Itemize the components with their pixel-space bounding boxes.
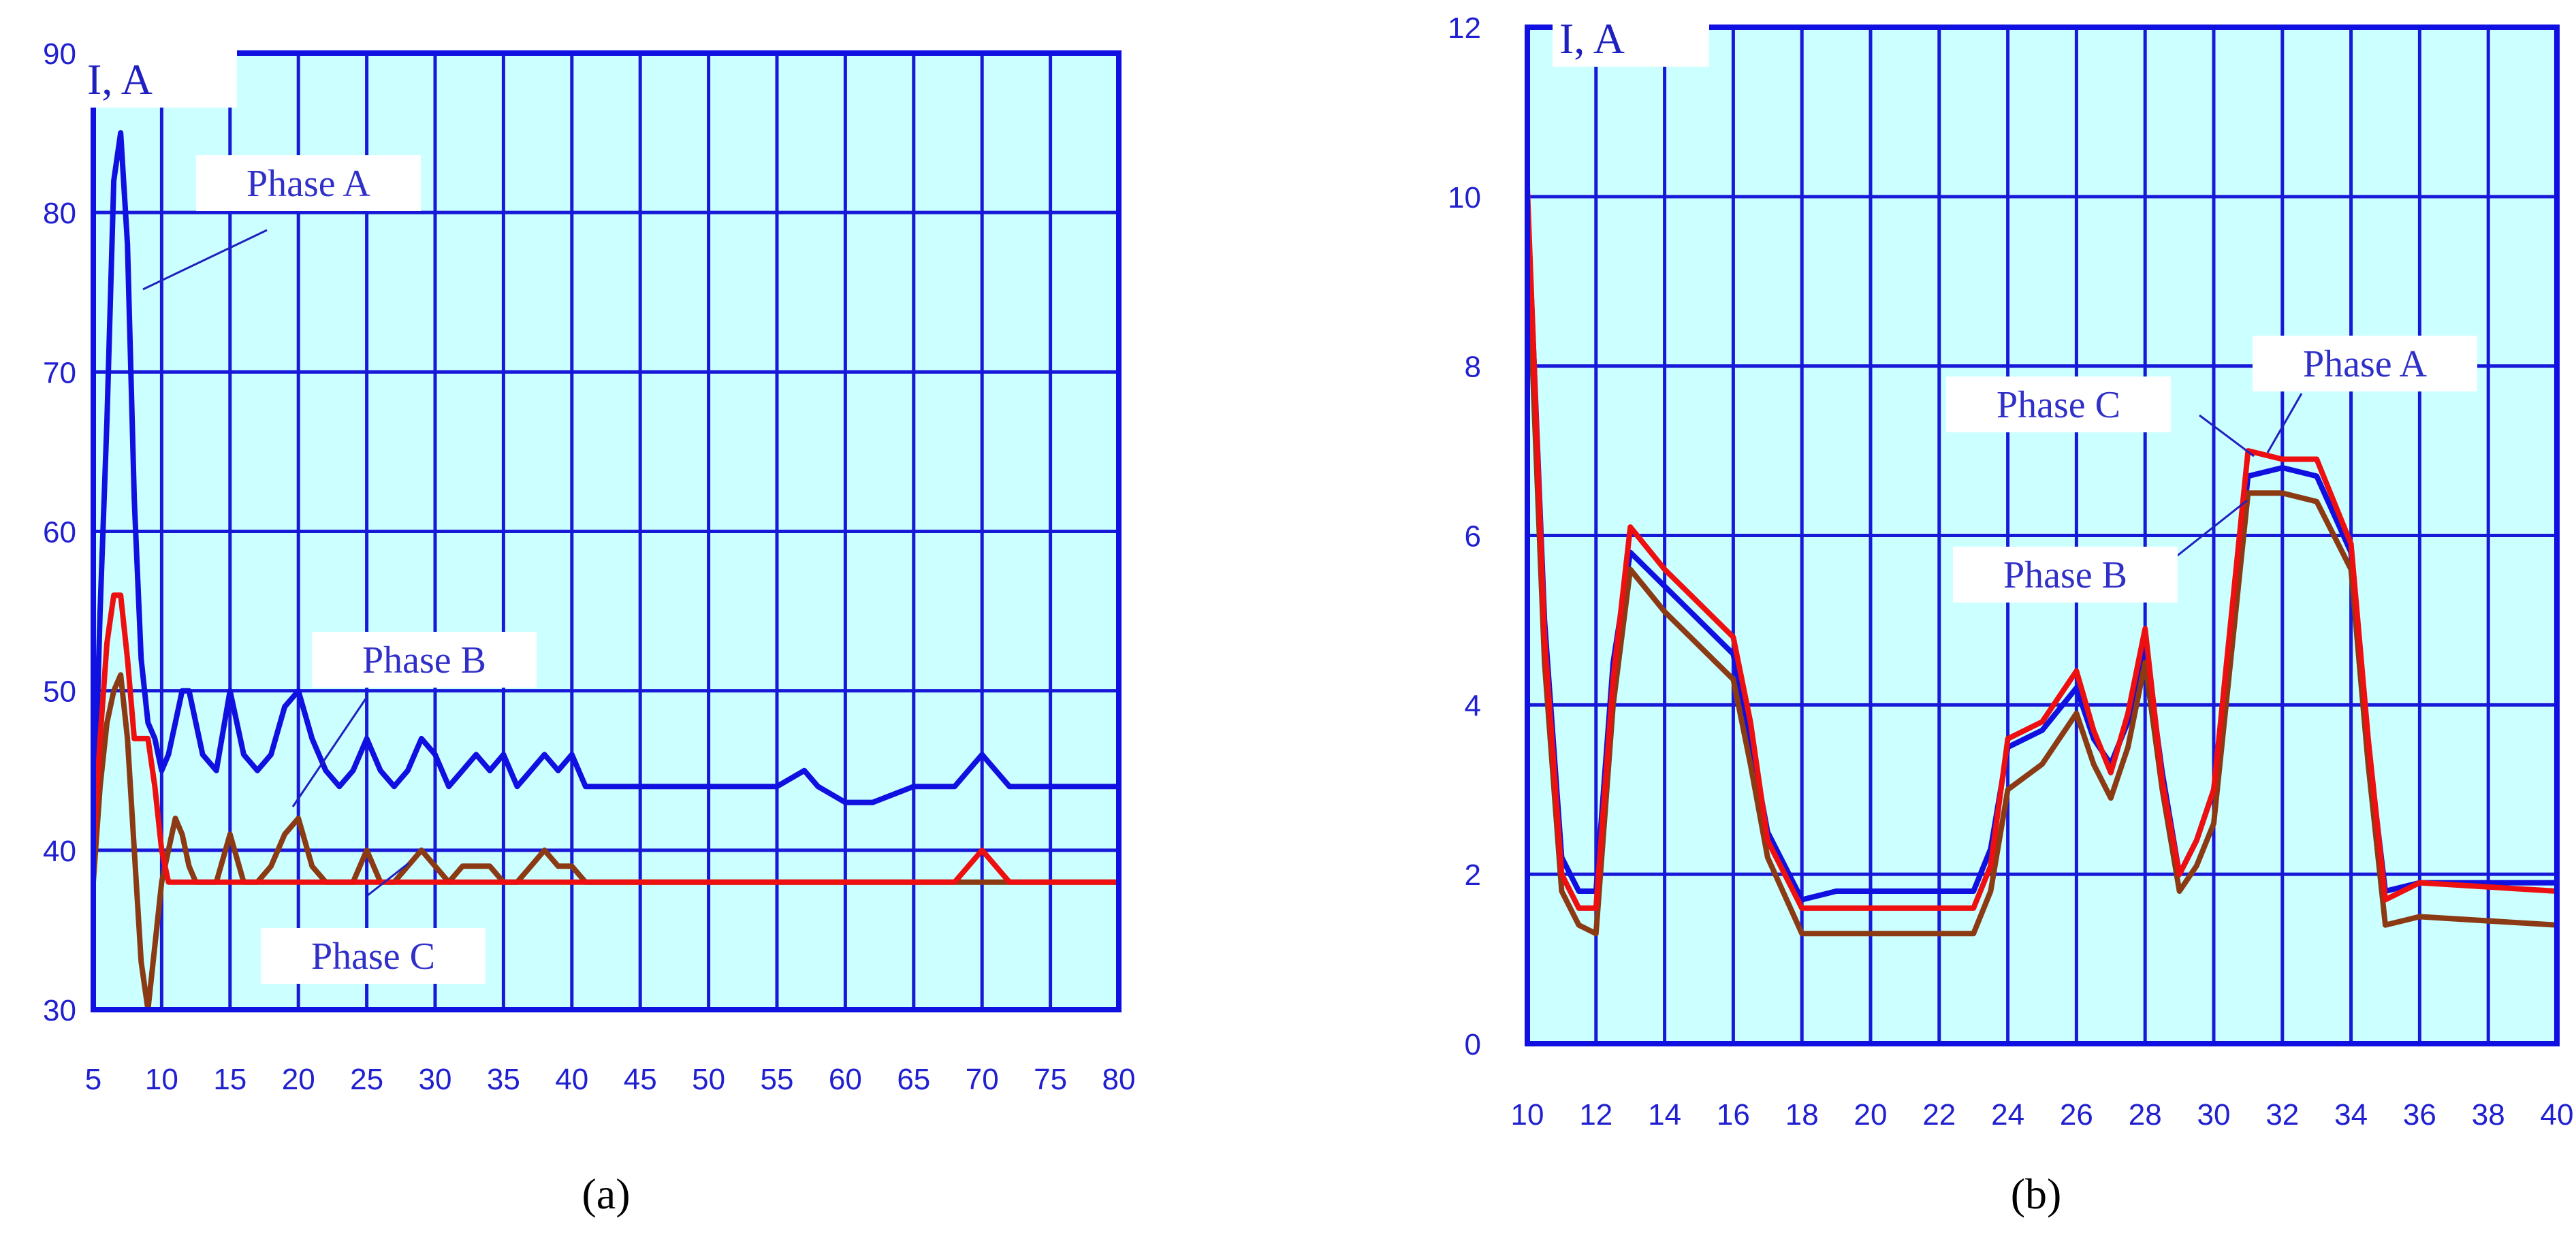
- chart-b-y-tick-label: 10: [1448, 181, 1481, 214]
- chart-a-x-tick-label: 60: [829, 1063, 862, 1096]
- chart-b-annotation-box: [1946, 376, 2171, 432]
- chart-a-annotation-box: [196, 155, 421, 211]
- chart-b-x-tick-label: 20: [1854, 1098, 1888, 1132]
- chart-b-y-tick-label: 12: [1448, 12, 1481, 45]
- chart-b-y-label-box: [1553, 5, 1709, 67]
- chart-a-annotation-phase-c: Phase C: [311, 935, 435, 978]
- chart-b-annotation-leader: [2165, 499, 2248, 566]
- chart-a: 5 10 15 20 25 30 35 40 45 50 55 60 65 70 75 80 30 40 50 60 7…: [43, 37, 1135, 1218]
- chart-a-frame: [91, 50, 1122, 1012]
- chart-a-y-label-box: [80, 46, 237, 108]
- chart-b-series-phase-c: [1525, 188, 2558, 911]
- chart-b-x-tick-label: 22: [1922, 1098, 1956, 1132]
- chart-b-y-axis-label: I, A: [1559, 14, 1625, 63]
- chart-b-x-tick-label: 10: [1511, 1098, 1544, 1132]
- chart-a-annotation-leader: [142, 229, 268, 291]
- chart-b-x-tick-label: 18: [1785, 1098, 1819, 1132]
- chart-a-x-tick-label: 10: [145, 1063, 178, 1096]
- chart-a-y-tick-label: 40: [43, 835, 76, 868]
- chart-a-annotation-box: [312, 632, 537, 688]
- chart-a-y-tick-label: 90: [43, 37, 76, 71]
- chart-a-annotation-leader: [291, 695, 369, 807]
- chart-a-x-tick-label: 40: [555, 1063, 588, 1096]
- chart-b-x-tick-label: 28: [2129, 1098, 2162, 1132]
- chart-b-annotation-box: [1953, 547, 2178, 603]
- chart-a-series-phase-a: [91, 130, 1119, 850]
- chart-a-x-tick-label: 15: [213, 1063, 247, 1096]
- chart-a-x-tick-label: 75: [1034, 1063, 1067, 1096]
- chart-a-series-phase-c: [91, 592, 1119, 885]
- chart-a-annotation-phase-b: Phase B: [362, 639, 486, 681]
- chart-b-y-tick-label: 4: [1465, 689, 1481, 722]
- chart-b-x-tick-label: 30: [2197, 1098, 2231, 1132]
- chart-b-x-tick-label: 12: [1579, 1098, 1612, 1132]
- chart-b-y-tick-label: 8: [1465, 351, 1481, 384]
- chart-a-x-tick-label: 5: [85, 1063, 101, 1096]
- chart-b: 10 12 14 16 18 20 22 24 26 28 30 32 34 36 38 4002468101…: [1448, 5, 2573, 1218]
- chart-a-x-tick-label: 45: [624, 1063, 657, 1096]
- chart-b-x-tick-label: 40: [2541, 1098, 2574, 1132]
- chart-a-y-tick-label: 70: [43, 356, 76, 389]
- chart-b-x-tick-label: 32: [2265, 1098, 2299, 1132]
- chart-a-x-tick-label: 55: [761, 1063, 794, 1096]
- chart-a-x-tick-label: 30: [419, 1063, 452, 1096]
- chart-a-x-tick-label: 70: [966, 1063, 999, 1096]
- chart-b-y-tick-label: 0: [1465, 1028, 1481, 1061]
- chart-b-annotation-leader: [2266, 393, 2303, 453]
- chart-b-annotation-box: [2253, 336, 2477, 391]
- chart-b-annotation-phase-c: Phase C: [1997, 384, 2120, 426]
- chart-a-y-axis-label: I, A: [87, 55, 153, 103]
- chart-a-annotation-box: [261, 928, 486, 984]
- chart-a-y-tick-label: 60: [43, 516, 76, 549]
- chart-a-y-tick-label: 50: [43, 675, 76, 709]
- chart-a-x-tick-label: 25: [350, 1063, 383, 1096]
- chart-b-caption: (b): [2011, 1170, 2062, 1218]
- chart-b-y-tick-label: 2: [1465, 859, 1481, 892]
- chart-a-x-tick-label: 35: [487, 1063, 520, 1096]
- chart-a-x-tick-label: 65: [897, 1063, 930, 1096]
- chart-a-y-tick-label: 30: [43, 994, 76, 1027]
- chart-a-x-tick-label: 80: [1102, 1063, 1136, 1096]
- chart-b-series-phase-b: [1525, 238, 2558, 937]
- chart-b-frame: [1525, 25, 2560, 1046]
- chart-a-annotation-leader: [367, 862, 409, 897]
- chart-a-x-tick-label: 50: [692, 1063, 725, 1096]
- chart-b-x-tick-label: 14: [1648, 1098, 1681, 1132]
- chart-b-x-tick-label: 24: [1991, 1098, 2024, 1132]
- chart-a-x-tick-label: 20: [282, 1063, 315, 1096]
- chart-b-annotation-phase-a: Phase A: [2303, 343, 2428, 385]
- chart-a-caption: (a): [582, 1170, 630, 1218]
- chart-b-annotation-leader: [2199, 414, 2255, 458]
- chart-a-annotation-phase-a: Phase A: [247, 163, 371, 205]
- chart-b-annotation-phase-b: Phase B: [2003, 554, 2127, 596]
- chart-b-y-tick-label: 6: [1465, 520, 1481, 554]
- chart-b-x-tick-label: 26: [2060, 1098, 2093, 1132]
- chart-b-x-tick-label: 38: [2472, 1098, 2505, 1132]
- chart-b-x-tick-label: 34: [2334, 1098, 2368, 1132]
- chart-b-x-tick-label: 16: [1717, 1098, 1750, 1132]
- chart-a-y-tick-label: 80: [43, 197, 76, 230]
- chart-b-x-tick-label: 36: [2403, 1098, 2436, 1132]
